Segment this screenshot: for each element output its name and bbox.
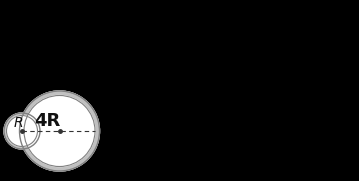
Text: R: R	[13, 116, 23, 130]
Circle shape	[6, 115, 37, 146]
Circle shape	[4, 113, 40, 149]
Circle shape	[19, 91, 99, 171]
Text: 4R: 4R	[34, 112, 61, 130]
Circle shape	[19, 91, 99, 171]
Circle shape	[24, 96, 95, 167]
Circle shape	[4, 113, 40, 149]
